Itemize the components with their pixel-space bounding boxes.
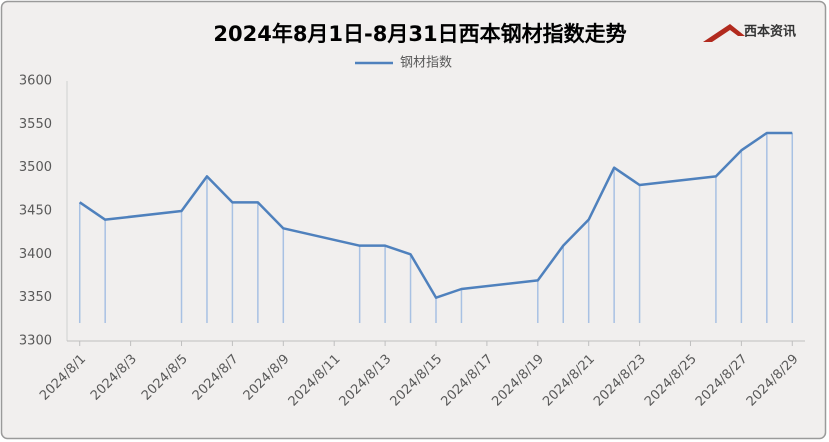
y-tick-label: 3450: [19, 204, 52, 219]
y-tick-label: 3500: [19, 160, 52, 175]
logo: 西本资讯: [703, 24, 796, 42]
series-line: [79, 131, 793, 299]
legend-label: 钢材指数: [400, 56, 452, 71]
logo-text: 西本资讯: [744, 24, 796, 40]
y-tick-label: 3350: [19, 290, 52, 305]
logo-icon: [703, 24, 745, 42]
y-tick-label: 3550: [19, 117, 52, 132]
y-tick-label: 3400: [19, 247, 52, 262]
y-tick-label: 3300: [19, 334, 52, 349]
chart-title: 2024年8月1日-8月31日西本钢材指数走势: [213, 22, 626, 46]
y-tick-label: 3600: [19, 74, 52, 89]
